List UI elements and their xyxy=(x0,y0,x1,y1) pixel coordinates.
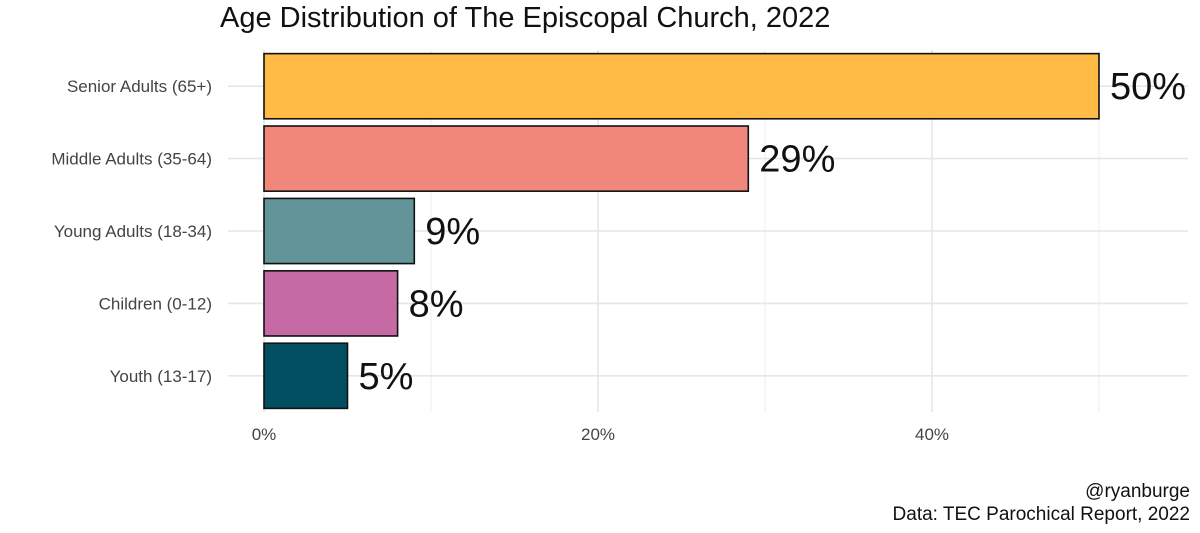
bar xyxy=(263,197,416,265)
x-tick-label: 0% xyxy=(252,425,277,444)
category-labels: Senior Adults (65+) Middle Adults (35-64)… xyxy=(51,77,212,386)
caption: @ryanburge Data: TEC Parochical Report, … xyxy=(893,480,1190,526)
bar xyxy=(263,342,349,410)
bar-value-label: 8% xyxy=(409,283,464,325)
category-label: Youth (13-17) xyxy=(110,367,212,386)
category-label: Children (0-12) xyxy=(99,294,212,313)
category-label: Middle Adults (35-64) xyxy=(51,150,212,169)
bar xyxy=(263,52,1100,120)
bars xyxy=(263,52,1100,410)
x-tick-label: 20% xyxy=(581,425,615,444)
chart-title: Age Distribution of The Episcopal Church… xyxy=(220,2,831,34)
x-tick-label: 40% xyxy=(915,425,949,444)
bar-value-label: 29% xyxy=(759,139,835,181)
bar xyxy=(263,270,399,337)
caption-source: Data: TEC Parochical Report, 2022 xyxy=(892,504,1190,525)
category-label: Senior Adults (65+) xyxy=(67,77,212,96)
bar-value-label: 5% xyxy=(359,356,414,398)
caption-author: @ryanburge xyxy=(1085,481,1190,502)
x-axis-tick-labels: 0% 20% 40% xyxy=(252,425,949,444)
bar-value-labels: 50% 29% 9% 8% 5% xyxy=(359,66,1187,398)
bar xyxy=(263,125,750,192)
bar-value-label: 9% xyxy=(425,211,480,253)
category-label: Young Adults (18-34) xyxy=(54,222,212,241)
bar-value-label: 50% xyxy=(1110,66,1186,108)
